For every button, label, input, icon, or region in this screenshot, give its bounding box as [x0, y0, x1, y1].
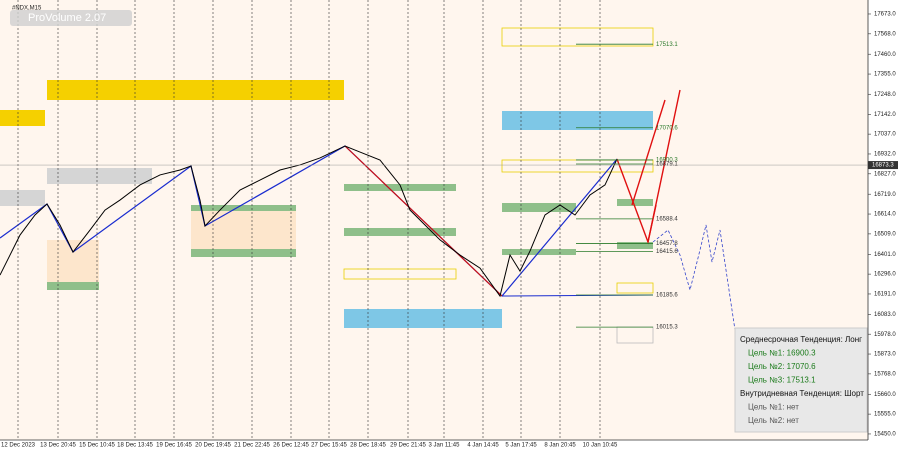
current-price-tag: [868, 161, 898, 170]
y-tick-label: 16401.0: [874, 252, 896, 258]
y-tick-label: 17460.0: [874, 52, 896, 58]
y-tick-label: 16191.0: [874, 292, 896, 298]
x-tick-label: 28 Dec 18:45: [350, 443, 386, 449]
y-tick-label: 16827.0: [874, 171, 896, 177]
y-tick-label: 16719.0: [874, 192, 896, 198]
current-price-label: 16873.3: [872, 163, 894, 169]
x-tick-label: 12 Dec 2023: [1, 443, 36, 449]
y-tick-label: 16296.0: [874, 272, 896, 278]
target-label: 16879.1: [656, 162, 678, 168]
y-tick-label: 17142.0: [874, 112, 896, 118]
zigzag-down: [344, 145, 503, 297]
info-line: Цель №2: 17070.6: [748, 362, 816, 371]
info-line: Среднесрочная Тенденция: Лонг: [740, 335, 862, 344]
x-tick-label: 3 Jan 11:45: [429, 443, 461, 449]
x-tick-label: 26 Dec 12:45: [273, 443, 309, 449]
x-tick-label: 8 Jan 20:45: [544, 443, 576, 449]
target-label: 17070.6: [656, 125, 678, 131]
x-tick-label: 4 Jan 14:45: [467, 443, 499, 449]
x-tick-label: 20 Dec 19:45: [195, 443, 231, 449]
y-tick-label: 15660.0: [874, 392, 896, 398]
zones: [0, 27, 654, 344]
target-label: 16457.8: [656, 241, 678, 247]
target-label: 17513.1: [656, 42, 678, 48]
y-tick-label: 15873.0: [874, 352, 896, 358]
x-tick-label: 18 Dec 13:45: [117, 443, 153, 449]
y-tick-label: 17673.0: [874, 12, 896, 18]
y-tick-label: 17248.0: [874, 92, 896, 98]
info-line: Цель №2: нет: [748, 416, 799, 425]
target-label: 16185.6: [656, 293, 678, 299]
info-line: Цель №1: нет: [748, 403, 799, 412]
indicator-badge: [10, 10, 132, 26]
y-tick-label: 17355.0: [874, 72, 896, 78]
x-tick-label: 19 Dec 16:45: [156, 443, 192, 449]
target-label: 16588.4: [656, 216, 678, 222]
x-tick-label: 10 Jan 10:45: [583, 443, 618, 449]
info-line: Цель №1: 16900.3: [748, 349, 816, 358]
x-tick-label: 27 Dec 15:45: [311, 443, 347, 449]
plot-bg: [0, 0, 868, 440]
indicator-name: ProVolume 2.07: [28, 12, 106, 24]
y-tick-label: 16614.0: [874, 212, 896, 218]
info-box: [734, 327, 868, 433]
x-tick-label: 21 Dec 22:45: [234, 443, 270, 449]
y-tick-label: 16932.0: [874, 152, 896, 158]
x-tick-label: 5 Jan 17:45: [505, 443, 537, 449]
y-tick-label: 17037.0: [874, 132, 896, 138]
y-tick-label: 15450.0: [874, 432, 896, 438]
y-tick-label: 17568.0: [874, 31, 896, 37]
y-tick-label: 16509.0: [874, 231, 896, 237]
y-tick-label: 15768.0: [874, 371, 896, 377]
x-tick-label: 15 Dec 10:45: [79, 443, 115, 449]
symbol: #NDX,M15: [12, 6, 42, 12]
y-tick-label: 15555.0: [874, 412, 896, 418]
y-tick-label: 15978.0: [874, 332, 896, 338]
info: Среднесрочная Тенденция: Лонг Цель №1: 16…: [740, 335, 864, 425]
y-tick-label: 16083.0: [874, 312, 896, 318]
target-label: 16900.3: [656, 158, 678, 164]
target-label: 16415.6: [656, 249, 678, 255]
info-line: Внутридневная Тенденция: Шорт: [740, 389, 864, 398]
info-line: Цель №3: 17513.1: [748, 376, 816, 385]
target-label: 16015.3: [656, 325, 678, 331]
x-tick-label: 29 Dec 21:45: [390, 443, 426, 449]
forecast: [616, 89, 681, 245]
x-tick-label: 13 Dec 20:45: [40, 443, 76, 449]
